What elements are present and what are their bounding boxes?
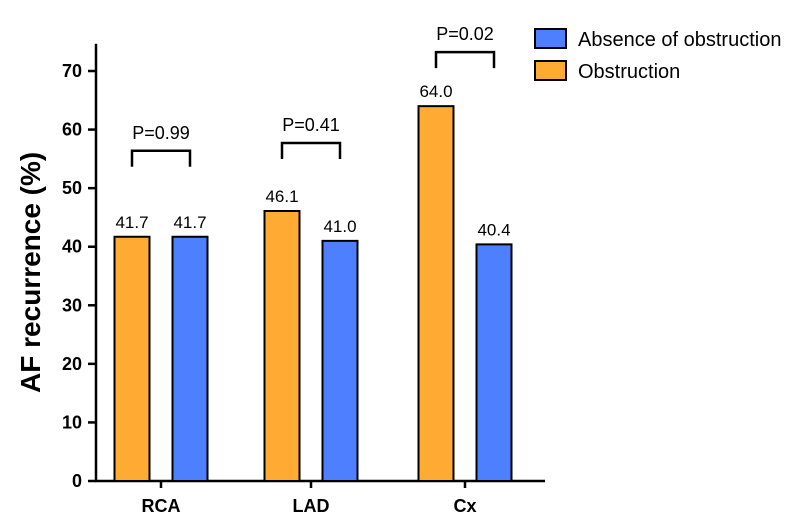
legend-label: Absence of obstruction — [578, 29, 781, 51]
y-tick-label: 60 — [62, 120, 82, 140]
x-category-label: Cx — [453, 496, 476, 516]
y-tick-label: 40 — [62, 237, 82, 257]
y-tick-label: 30 — [62, 295, 82, 315]
y-axis-label: AF recurrence (%) — [15, 152, 46, 393]
bar-absence-of-obstruction — [475, 243, 513, 482]
y-tick-label: 50 — [62, 178, 82, 198]
bar-obstruction — [113, 235, 151, 482]
y-tick-label: 70 — [62, 61, 82, 81]
legend-swatch — [534, 28, 567, 49]
legend-swatch — [534, 60, 567, 81]
bar-absence-of-obstruction — [171, 235, 209, 482]
significance-bracket — [280, 141, 342, 159]
p-value-label: P=0.02 — [436, 24, 494, 44]
data-label: 41.7 — [173, 213, 206, 232]
significance-bracket — [130, 149, 192, 167]
data-label: 40.4 — [477, 220, 510, 239]
data-label: 41.0 — [323, 217, 356, 236]
x-category-label: RCA — [142, 496, 181, 516]
data-label: 46.1 — [265, 187, 298, 206]
p-value-label: P=0.41 — [282, 115, 340, 135]
data-label: 64.0 — [419, 82, 452, 101]
x-category-label: LAD — [293, 496, 330, 516]
p-value-label: P=0.99 — [132, 123, 190, 143]
legend-label: Obstruction — [578, 61, 680, 83]
y-tick-label: 10 — [62, 412, 82, 432]
bar-obstruction — [417, 105, 455, 482]
bar-absence-of-obstruction — [321, 239, 359, 482]
significance-bracket — [434, 50, 496, 69]
data-label: 41.7 — [115, 213, 148, 232]
y-tick-label: 20 — [62, 354, 82, 374]
y-tick-label: 0 — [72, 471, 82, 491]
bar-obstruction — [263, 209, 301, 482]
